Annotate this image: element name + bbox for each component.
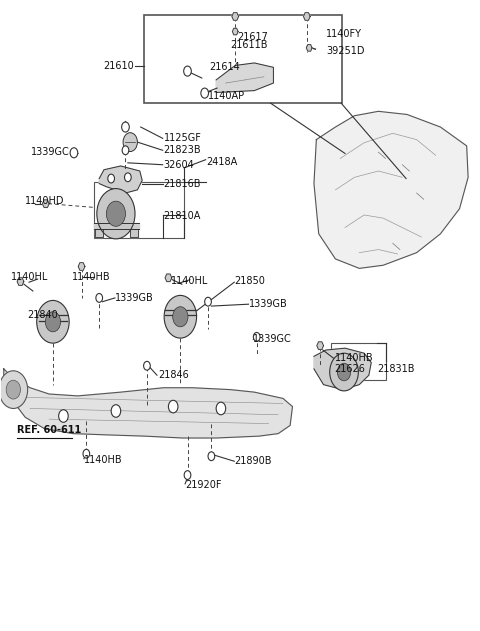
Text: 1140AP: 1140AP bbox=[207, 91, 245, 101]
Circle shape bbox=[36, 300, 69, 343]
Circle shape bbox=[164, 295, 197, 338]
Text: 21611B: 21611B bbox=[230, 40, 267, 50]
Text: 21823B: 21823B bbox=[164, 145, 201, 155]
Circle shape bbox=[122, 146, 129, 155]
Polygon shape bbox=[216, 63, 274, 93]
Circle shape bbox=[253, 333, 260, 341]
Text: 21617: 21617 bbox=[238, 32, 268, 42]
Text: 1339GC: 1339GC bbox=[31, 147, 70, 157]
Text: 1339GC: 1339GC bbox=[253, 334, 292, 345]
Polygon shape bbox=[314, 111, 468, 268]
Text: 21610: 21610 bbox=[103, 61, 134, 71]
Circle shape bbox=[124, 173, 131, 182]
Text: 21831B: 21831B bbox=[377, 364, 415, 374]
Polygon shape bbox=[232, 13, 239, 20]
Circle shape bbox=[123, 133, 137, 151]
Polygon shape bbox=[130, 229, 138, 237]
Text: 21810A: 21810A bbox=[164, 211, 201, 221]
Circle shape bbox=[96, 293, 103, 302]
Text: 21614: 21614 bbox=[209, 62, 240, 73]
Circle shape bbox=[204, 297, 211, 306]
Circle shape bbox=[216, 402, 226, 415]
Bar bbox=[331, 343, 385, 380]
Circle shape bbox=[45, 312, 60, 332]
Text: 21626: 21626 bbox=[335, 364, 365, 374]
Circle shape bbox=[97, 189, 135, 239]
Polygon shape bbox=[96, 229, 103, 237]
Circle shape bbox=[70, 148, 78, 158]
Polygon shape bbox=[17, 278, 24, 285]
Text: 1140HL: 1140HL bbox=[171, 276, 208, 286]
Polygon shape bbox=[165, 310, 196, 316]
Polygon shape bbox=[232, 28, 238, 35]
Polygon shape bbox=[78, 262, 85, 270]
Text: 1339GB: 1339GB bbox=[115, 293, 154, 303]
Bar bbox=[95, 182, 184, 238]
Circle shape bbox=[208, 452, 215, 461]
Polygon shape bbox=[38, 316, 67, 321]
Text: 21816B: 21816B bbox=[164, 179, 201, 189]
Circle shape bbox=[111, 404, 120, 417]
Polygon shape bbox=[306, 45, 312, 51]
Text: 1125GF: 1125GF bbox=[164, 133, 202, 143]
Circle shape bbox=[168, 400, 178, 413]
Polygon shape bbox=[99, 166, 142, 193]
Polygon shape bbox=[314, 348, 371, 389]
Polygon shape bbox=[95, 223, 139, 229]
Text: 2418A: 2418A bbox=[206, 156, 238, 167]
Text: 21920F: 21920F bbox=[185, 480, 222, 490]
Circle shape bbox=[121, 122, 129, 132]
Text: 1140HB: 1140HB bbox=[335, 353, 373, 363]
Text: REF. 60-611: REF. 60-611 bbox=[17, 425, 82, 435]
Text: 1339GB: 1339GB bbox=[249, 299, 288, 309]
Text: 1140HB: 1140HB bbox=[84, 455, 122, 465]
Text: 1140HD: 1140HD bbox=[25, 196, 65, 206]
Circle shape bbox=[0, 371, 28, 408]
Circle shape bbox=[201, 88, 208, 98]
Text: 1140FY: 1140FY bbox=[326, 29, 362, 39]
Circle shape bbox=[144, 362, 150, 370]
Text: 21846: 21846 bbox=[158, 370, 189, 380]
Text: 21890B: 21890B bbox=[234, 456, 272, 466]
Polygon shape bbox=[317, 342, 324, 350]
Text: 39251D: 39251D bbox=[326, 46, 364, 56]
Circle shape bbox=[59, 410, 68, 422]
Circle shape bbox=[184, 66, 192, 76]
Circle shape bbox=[108, 174, 115, 183]
Text: 21850: 21850 bbox=[234, 276, 265, 286]
Circle shape bbox=[6, 380, 21, 399]
Text: 21840: 21840 bbox=[28, 310, 59, 321]
Circle shape bbox=[107, 201, 125, 227]
Circle shape bbox=[184, 471, 191, 480]
Polygon shape bbox=[42, 200, 49, 208]
Polygon shape bbox=[4, 369, 292, 438]
Bar bbox=[144, 15, 342, 103]
Text: 1140HL: 1140HL bbox=[11, 271, 48, 281]
Polygon shape bbox=[303, 13, 310, 20]
Circle shape bbox=[83, 449, 90, 458]
Circle shape bbox=[330, 353, 359, 391]
Circle shape bbox=[173, 307, 188, 327]
Text: 1140HB: 1140HB bbox=[72, 271, 111, 281]
Polygon shape bbox=[165, 274, 172, 281]
Circle shape bbox=[337, 363, 351, 381]
Text: 32604: 32604 bbox=[164, 160, 194, 170]
